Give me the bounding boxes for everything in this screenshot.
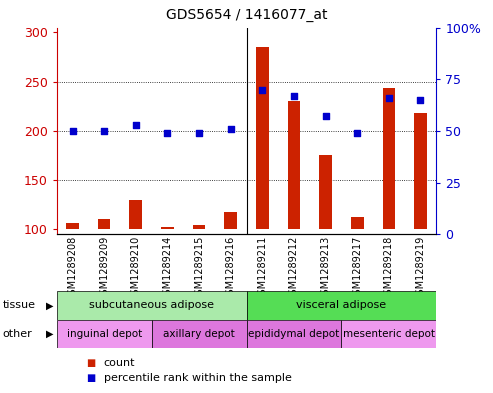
Text: other: other — [2, 329, 32, 339]
Text: ▶: ▶ — [45, 329, 53, 339]
Bar — [130, 200, 142, 229]
Point — [100, 128, 108, 134]
Point — [321, 113, 329, 119]
Bar — [57, 320, 152, 348]
Bar — [319, 156, 332, 229]
Point — [164, 130, 172, 136]
Text: epididymal depot: epididymal depot — [248, 329, 340, 339]
Point — [258, 86, 266, 93]
Text: axillary depot: axillary depot — [163, 329, 235, 339]
Bar — [66, 223, 79, 229]
Point — [227, 126, 235, 132]
Text: ■: ■ — [86, 358, 96, 367]
Text: subcutaneous adipose: subcutaneous adipose — [89, 300, 214, 310]
Text: tissue: tissue — [2, 300, 35, 310]
Text: count: count — [104, 358, 135, 367]
Bar — [287, 101, 300, 229]
Point — [353, 130, 361, 136]
Bar — [224, 211, 237, 229]
Bar — [57, 291, 246, 320]
Bar — [98, 219, 110, 229]
Bar — [161, 227, 174, 229]
Text: ▶: ▶ — [45, 300, 53, 310]
Bar — [152, 320, 246, 348]
Bar — [246, 320, 341, 348]
Bar — [193, 225, 206, 229]
Text: visceral adipose: visceral adipose — [296, 300, 387, 310]
Bar — [246, 291, 436, 320]
Point — [132, 121, 140, 128]
Bar — [256, 47, 269, 229]
Text: ■: ■ — [86, 373, 96, 383]
Text: GDS5654 / 1416077_at: GDS5654 / 1416077_at — [166, 8, 327, 22]
Bar — [383, 88, 395, 229]
Bar — [414, 113, 427, 229]
Text: mesenteric depot: mesenteric depot — [343, 329, 435, 339]
Point — [69, 128, 76, 134]
Point — [417, 97, 424, 103]
Bar — [351, 217, 363, 229]
Bar — [341, 320, 436, 348]
Point — [195, 130, 203, 136]
Text: percentile rank within the sample: percentile rank within the sample — [104, 373, 291, 383]
Point — [290, 93, 298, 99]
Point — [385, 95, 393, 101]
Text: inguinal depot: inguinal depot — [67, 329, 142, 339]
